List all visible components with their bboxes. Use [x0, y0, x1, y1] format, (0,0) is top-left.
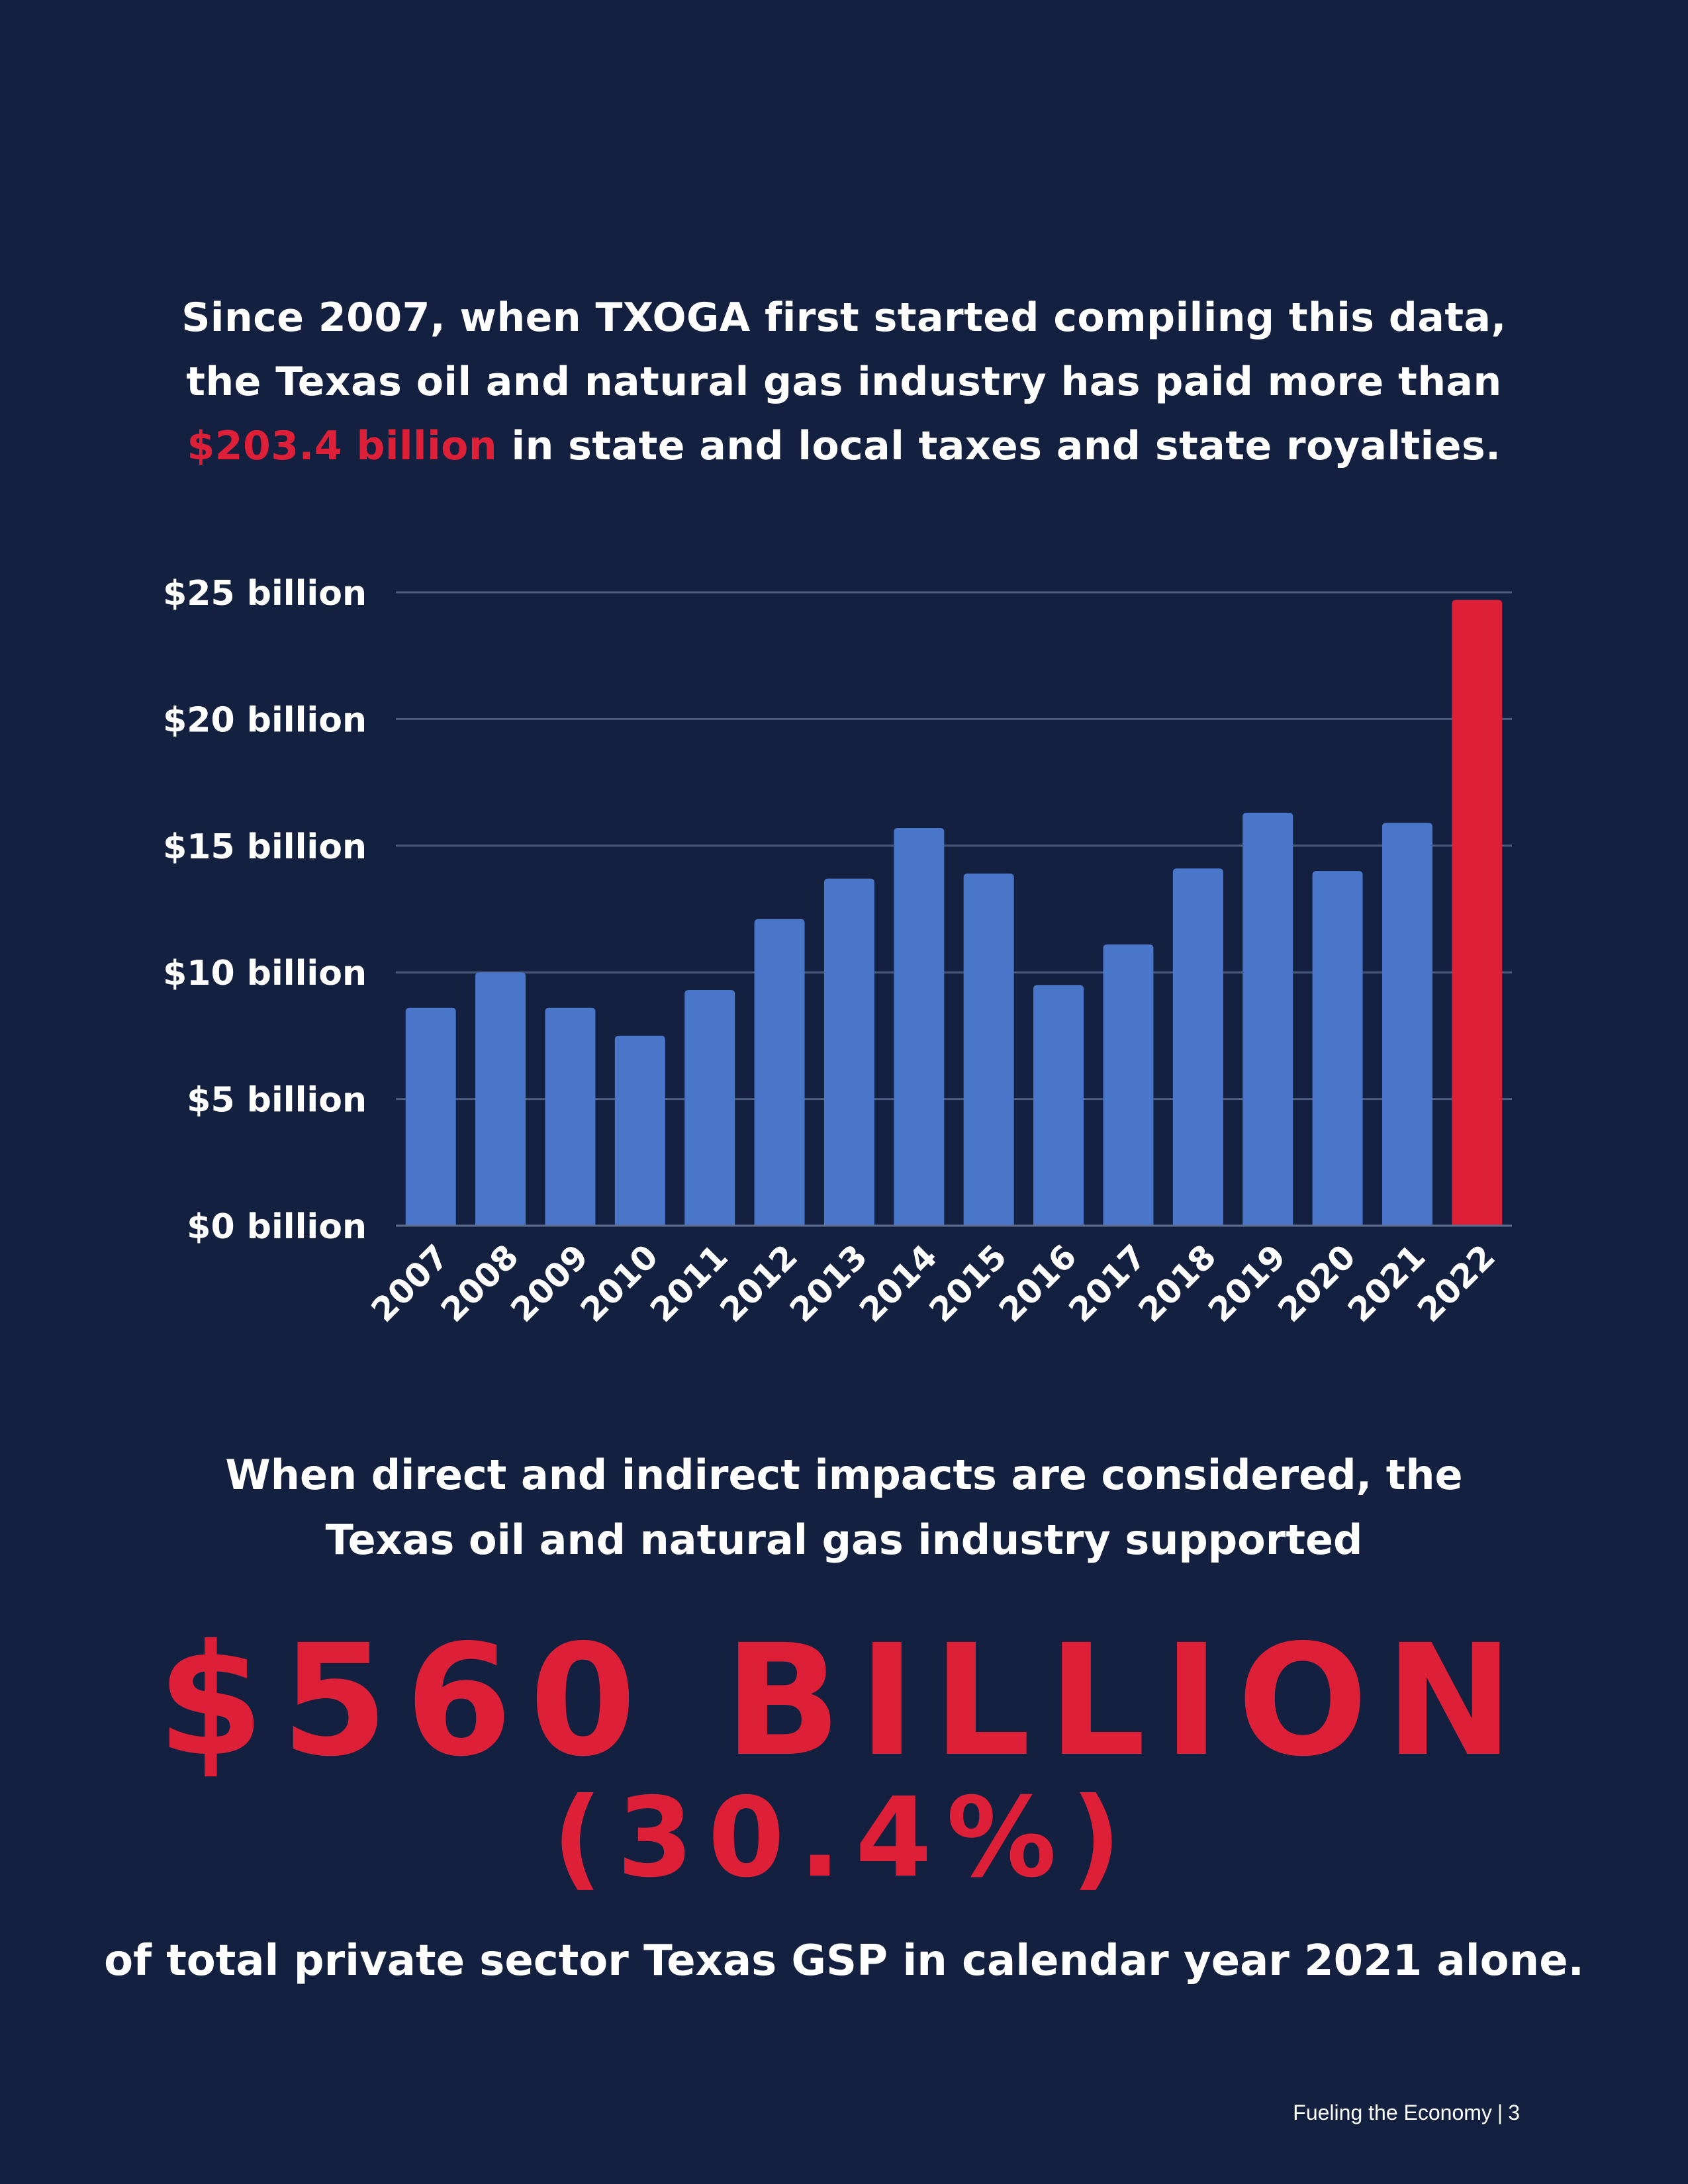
y-tick-label: $25 billion — [163, 574, 367, 614]
x-tick-label-2018: 2018 — [1131, 1237, 1223, 1329]
intro-line-2: the Texas oil and natural gas industry h… — [186, 359, 1502, 405]
x-tick-label-2019: 2019 — [1201, 1237, 1293, 1329]
footer-title: Fueling the Economy — [1293, 2101, 1492, 2124]
bar-2009 — [545, 1007, 596, 1226]
tax-bar-chart: $0 billion $5 billion $10 billion $15 billi… — [163, 574, 1512, 1330]
impact-tail: of total private sector Texas GSP in cal… — [104, 1936, 1584, 1985]
footer-separator: | — [1497, 2101, 1503, 2124]
y-tick-label: $5 billion — [187, 1081, 367, 1120]
impact-percent: (30.4%) — [552, 1774, 1136, 1902]
bar-2013 — [823, 878, 874, 1226]
bar-2014 — [894, 828, 945, 1226]
y-tick-label: $20 billion — [163, 700, 367, 740]
chart-bars — [405, 600, 1503, 1226]
x-tick-label-2014: 2014 — [852, 1237, 944, 1329]
chart-x-ticks: 2007200820092010201120122013201420152016… — [364, 1237, 1503, 1329]
page-number: 3 — [1508, 2101, 1520, 2124]
x-tick-label-2022: 2022 — [1410, 1237, 1502, 1329]
bar-2007 — [405, 1007, 456, 1226]
chart-y-ticks: $0 billion $5 billion $10 billion $15 billi… — [163, 574, 367, 1247]
bar-2010 — [614, 1035, 665, 1226]
impact-amount: $560 BILLION — [157, 1612, 1531, 1790]
x-tick-label-2021: 2021 — [1340, 1237, 1432, 1329]
bar-2018 — [1172, 868, 1223, 1226]
impact-intro: When direct and indirect impacts are con… — [0, 1443, 1688, 1572]
intro-line-3-rest: in state and local taxes and state royal… — [497, 423, 1501, 469]
x-tick-label-2009: 2009 — [504, 1237, 596, 1329]
y-tick-label: $15 billion — [163, 827, 367, 867]
page-footer: Fueling the Economy | 3 — [1293, 2099, 1520, 2126]
intro-line-1: Since 2007, when TXOGA first started com… — [181, 295, 1507, 341]
intro-line-3: $203.4 billion in state and local taxes … — [0, 414, 1688, 478]
bar-2017 — [1103, 944, 1154, 1226]
y-tick-label: $0 billion — [187, 1207, 367, 1247]
bar-2019 — [1243, 813, 1293, 1226]
x-tick-label-2017: 2017 — [1062, 1237, 1154, 1329]
x-tick-label-2013: 2013 — [782, 1237, 874, 1329]
intro-highlight: $203.4 billion — [187, 423, 498, 469]
bar-2016 — [1033, 985, 1084, 1226]
x-tick-label-2015: 2015 — [922, 1237, 1014, 1329]
bar-2021 — [1382, 823, 1432, 1226]
bar-2008 — [475, 972, 526, 1226]
x-tick-label-2016: 2016 — [992, 1237, 1084, 1329]
bar-2020 — [1312, 871, 1363, 1226]
x-tick-label-2008: 2008 — [434, 1237, 526, 1329]
bar-2022 — [1452, 600, 1503, 1226]
x-tick-label-2012: 2012 — [713, 1237, 805, 1329]
x-tick-label-2007: 2007 — [364, 1237, 456, 1329]
impact-line-2: Texas oil and natural gas industry suppo… — [325, 1516, 1363, 1564]
x-tick-label-2010: 2010 — [573, 1237, 665, 1329]
impact-line-1: When direct and indirect impacts are con… — [225, 1451, 1463, 1499]
x-tick-label-2011: 2011 — [643, 1237, 735, 1329]
bar-2011 — [684, 989, 735, 1226]
y-tick-label: $10 billion — [163, 954, 367, 993]
bar-2012 — [754, 919, 805, 1226]
bar-2015 — [963, 873, 1014, 1226]
x-tick-label-2020: 2020 — [1271, 1237, 1363, 1329]
intro-text: Since 2007, when TXOGA first started com… — [0, 286, 1688, 478]
